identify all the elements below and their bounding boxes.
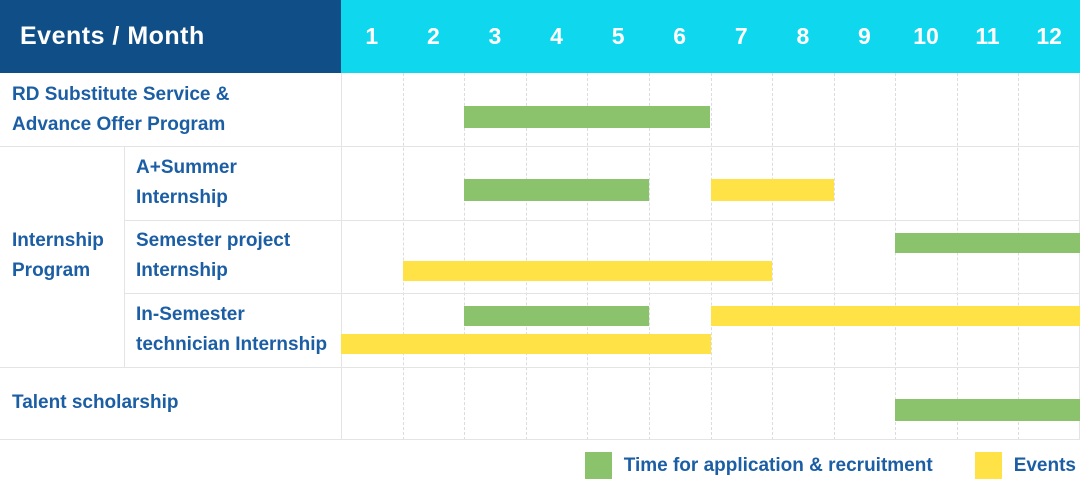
events-swatch xyxy=(974,452,1002,479)
month-gridline xyxy=(464,73,466,440)
row-label-line: technician Internship xyxy=(136,333,328,355)
month-header-cell: 10 xyxy=(913,23,939,49)
row-border xyxy=(0,439,1080,440)
row-label-line: Talent scholarship xyxy=(12,392,179,414)
month-gridline xyxy=(587,73,589,440)
legend: Time for application & recruitment Event… xyxy=(584,452,1076,479)
group-label: Internship Program xyxy=(12,146,104,366)
month-gridline xyxy=(648,73,650,440)
row-label-line: In-Semester xyxy=(136,303,245,325)
group-label-line: Program xyxy=(12,260,91,282)
month-header-cell: 5 xyxy=(611,23,625,49)
month-header-cell: 8 xyxy=(796,23,810,49)
month-gridline xyxy=(402,73,404,440)
table-border xyxy=(124,146,125,367)
month-header-cell: 12 xyxy=(1036,23,1062,49)
row-border xyxy=(0,146,1080,148)
month-header-cell: 11 xyxy=(975,23,1000,49)
row-border xyxy=(0,366,1080,368)
legend-label-events: Events xyxy=(1013,454,1076,476)
page-title: Events / Month xyxy=(20,22,205,50)
row-sublabel: In-Semester technician Internship xyxy=(136,293,327,366)
month-header-row: 1 2 3 4 5 6 7 8 9 10 11 12 xyxy=(341,0,1080,73)
bar-events xyxy=(710,305,1080,326)
group-label-line: Internship xyxy=(12,230,104,252)
legend-item-application: Time for application & recruitment xyxy=(584,452,933,479)
row-label-line: Internship xyxy=(136,260,228,282)
bar-application-recruitment xyxy=(895,399,1080,422)
bar-events xyxy=(710,179,834,202)
row-label-line: Internship xyxy=(136,187,228,209)
month-gridline xyxy=(833,73,835,440)
row-sublabel: Semester project Internship xyxy=(136,220,290,293)
bar-application-recruitment xyxy=(464,179,649,202)
row-border xyxy=(124,219,1080,221)
header-title-cell: Events / Month xyxy=(0,0,341,73)
month-header-cell: 4 xyxy=(550,23,563,49)
month-gridline xyxy=(772,73,774,440)
month-gridline xyxy=(956,73,958,440)
month-header-cell: 1 xyxy=(365,23,379,49)
table-border xyxy=(341,73,342,440)
legend-label-application: Time for application & recruitment xyxy=(623,454,933,476)
bar-events xyxy=(341,333,711,354)
month-header-cell: 2 xyxy=(426,23,440,49)
month-gridline xyxy=(1018,73,1020,440)
row-label-line: RD Substitute Service & xyxy=(12,83,230,105)
application-swatch xyxy=(584,452,612,479)
legend-item-events: Events xyxy=(974,452,1076,479)
month-header-cell: 3 xyxy=(488,23,502,49)
row-sublabel: A+Summer Internship xyxy=(136,146,237,219)
row-label: Talent scholarship xyxy=(12,367,178,440)
row-label-line: Advance Offer Program xyxy=(12,113,226,135)
row-label-line: Semester project xyxy=(136,230,291,252)
month-gridline xyxy=(525,73,527,440)
row-border xyxy=(124,293,1080,295)
month-header-cell: 9 xyxy=(858,23,871,49)
month-gridline xyxy=(710,73,712,440)
bar-application-recruitment xyxy=(464,105,711,128)
bar-events xyxy=(402,260,773,281)
month-gridline xyxy=(895,73,897,440)
row-label-line: A+Summer xyxy=(136,157,237,179)
bar-application-recruitment xyxy=(895,232,1080,253)
row-label: RD Substitute Service & Advance Offer Pro… xyxy=(12,73,230,146)
month-header-cell: 6 xyxy=(673,23,687,49)
bar-application-recruitment xyxy=(464,305,649,326)
month-header-cell: 7 xyxy=(734,23,748,49)
